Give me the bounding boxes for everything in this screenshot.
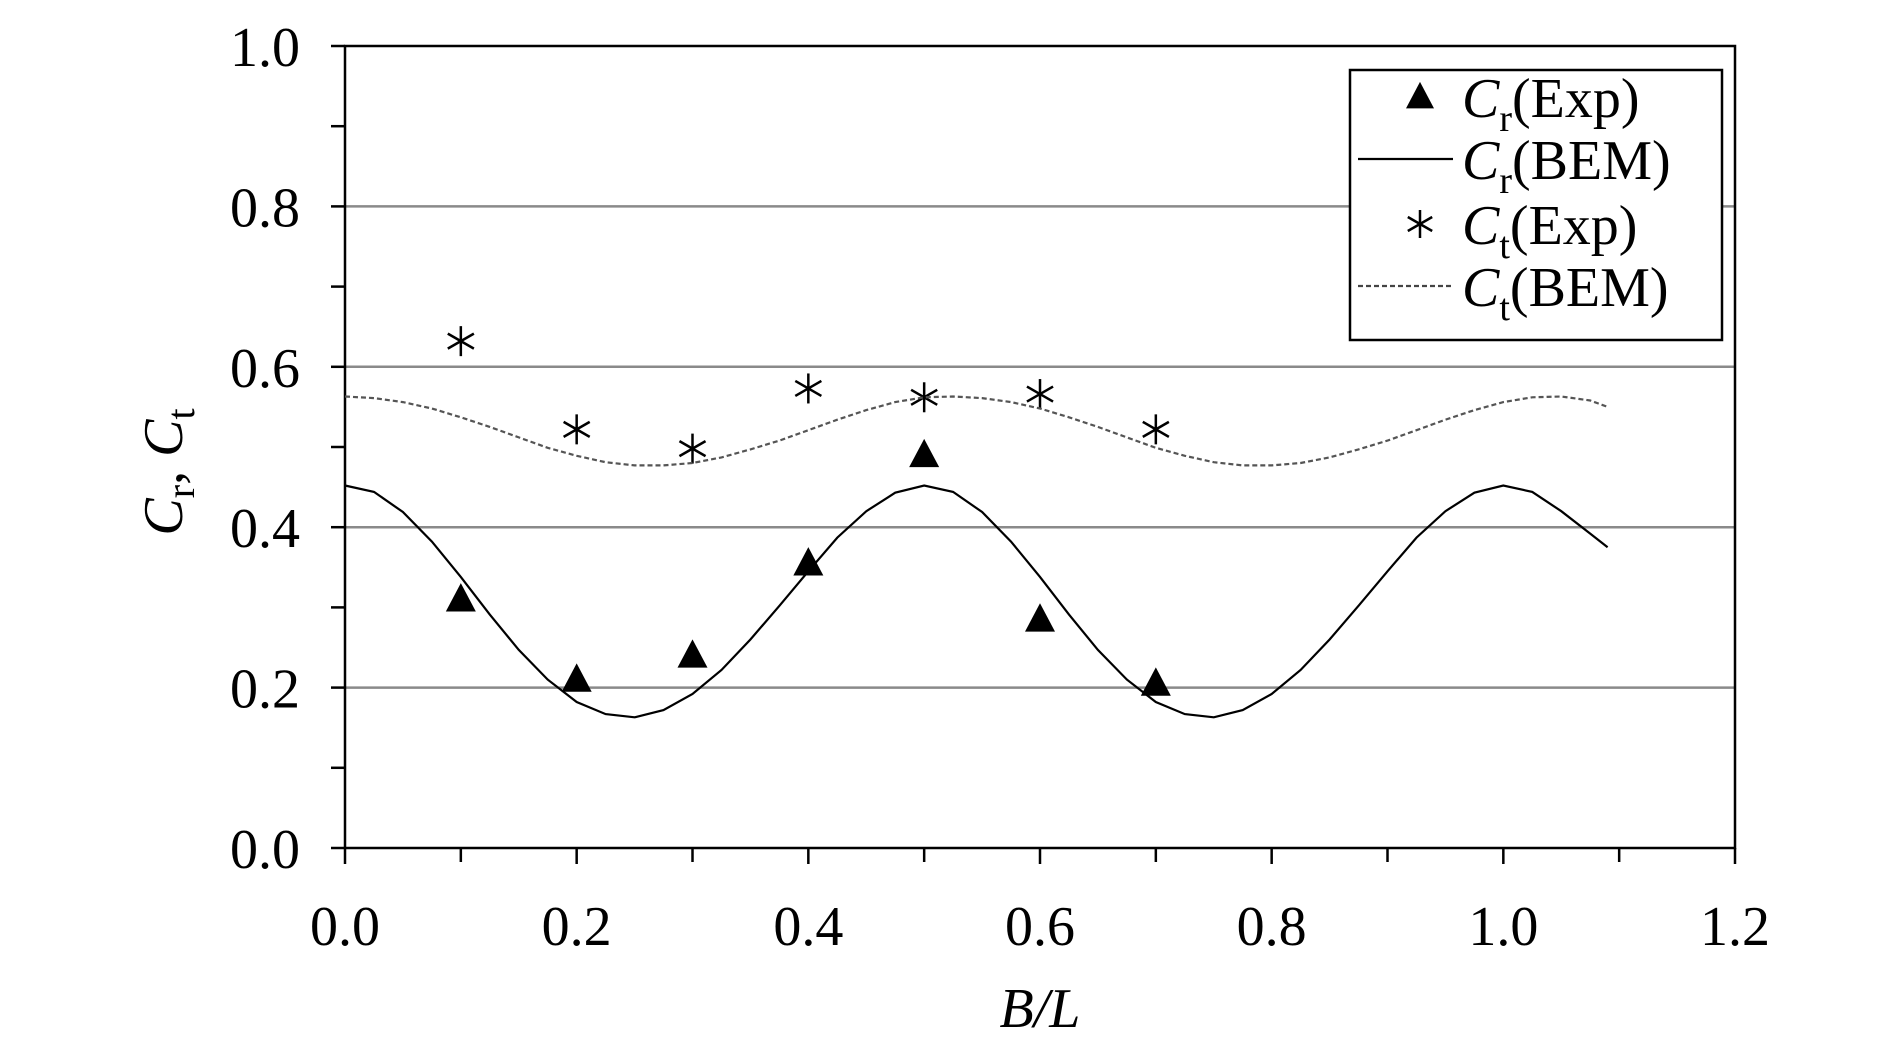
legend-box	[1348, 68, 1724, 342]
axis-ticks	[331, 44, 1737, 864]
series-2	[447, 326, 1170, 464]
y-axis-title-sep: ,	[133, 457, 195, 485]
y-axis-title-sub-2: t	[158, 408, 203, 419]
legend-item-3: Ct(BEM)	[1358, 257, 1669, 329]
x-tick-label-5: 1.0	[1468, 896, 1538, 958]
y-axis-title-main-2: C	[133, 419, 195, 457]
series-2-point-3	[794, 373, 823, 404]
legend-label-3: Ct(BEM)	[1462, 257, 1669, 329]
y-tick-label-2: 0.4	[230, 498, 300, 560]
legend-label-2: Ct(Exp)	[1462, 195, 1637, 267]
series-2-point-6	[1142, 414, 1170, 445]
x-tick-label-1: 0.2	[542, 896, 612, 958]
y-tick-label-3: 0.6	[230, 338, 300, 400]
x-tick-label-2: 0.4	[773, 896, 843, 958]
legend-item-0: Cr(Exp)	[1406, 68, 1640, 140]
series-0	[445, 438, 1171, 696]
y-axis-title-main-1: C	[133, 498, 195, 536]
legend: Cr(Exp)Cr(BEM)Ct(Exp)Ct(BEM)	[1348, 68, 1724, 342]
series-line-3	[344, 395, 1608, 467]
x-tick-label-3: 0.6	[1005, 896, 1075, 958]
series-layer	[344, 326, 1609, 719]
series-0-point-6	[1140, 667, 1171, 696]
series-0-point-4	[909, 438, 940, 468]
series-2-point-1	[562, 414, 591, 445]
series-line-1	[344, 484, 1609, 719]
axis-tick-labels: 0.0 0.2 0.4 0.6 0.8 1.0 1.2 0.0 0.2 0.4 0.6 0.8 1.0	[230, 17, 1770, 958]
series-0-point-1	[561, 663, 592, 692]
x-axis-title: B/L	[1000, 978, 1081, 1040]
series-0-point-3	[793, 547, 824, 576]
series-0-point-0	[445, 583, 476, 612]
x-tick-label-0: 0.0	[310, 896, 380, 958]
series-0-point-2	[677, 639, 708, 668]
x-tick-label-6: 1.2	[1700, 896, 1770, 958]
y-tick-label-4: 0.8	[230, 177, 300, 239]
series-2-point-4	[910, 382, 938, 413]
y-tick-label-0: 0.0	[230, 819, 300, 881]
legend-label-1: Cr(BEM)	[1462, 130, 1671, 202]
legend-marker-2	[1407, 210, 1433, 238]
y-axis-title: Cr, Ct	[133, 408, 203, 535]
x-tick-label-4: 0.8	[1237, 896, 1307, 958]
series-2-point-5	[1026, 379, 1054, 410]
y-tick-label-1: 0.2	[230, 659, 300, 721]
series-2-point-0	[447, 326, 475, 357]
legend-marker-0	[1406, 81, 1434, 109]
series-3	[344, 395, 1608, 467]
series-2-point-2	[678, 433, 707, 464]
y-axis-title-sub-1: r	[158, 485, 203, 498]
series-0-point-5	[1025, 603, 1055, 632]
legend-label-0: Cr(Exp)	[1462, 68, 1640, 140]
y-tick-label-5: 1.0	[230, 17, 300, 79]
legend-item-1: Cr(BEM)	[1358, 130, 1671, 202]
legend-item-2: Ct(Exp)	[1407, 195, 1637, 267]
series-1	[344, 484, 1609, 719]
